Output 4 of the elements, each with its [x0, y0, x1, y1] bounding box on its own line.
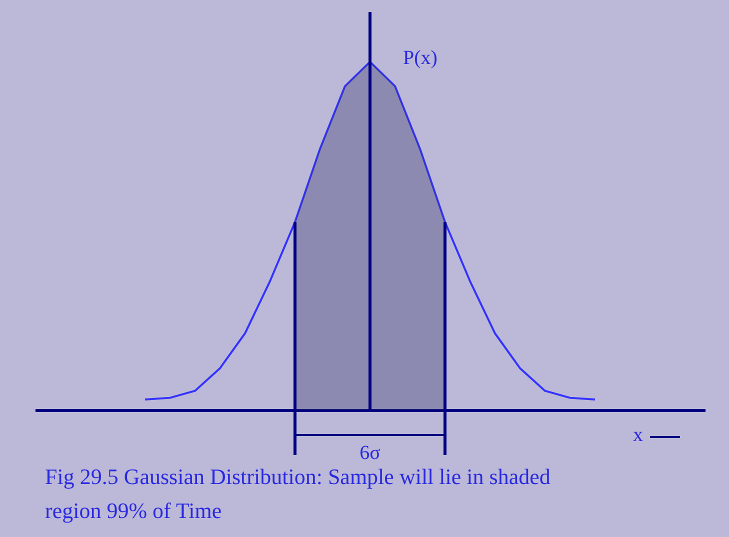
- caption: Fig 29.5 Gaussian Distribution: Sample will lie in shaded region 99% of Time: [45, 464, 550, 523]
- x-axis-title: x: [633, 424, 643, 446]
- text: 6σ: [360, 442, 381, 464]
- y-axis-title: P(x): [403, 47, 438, 69]
